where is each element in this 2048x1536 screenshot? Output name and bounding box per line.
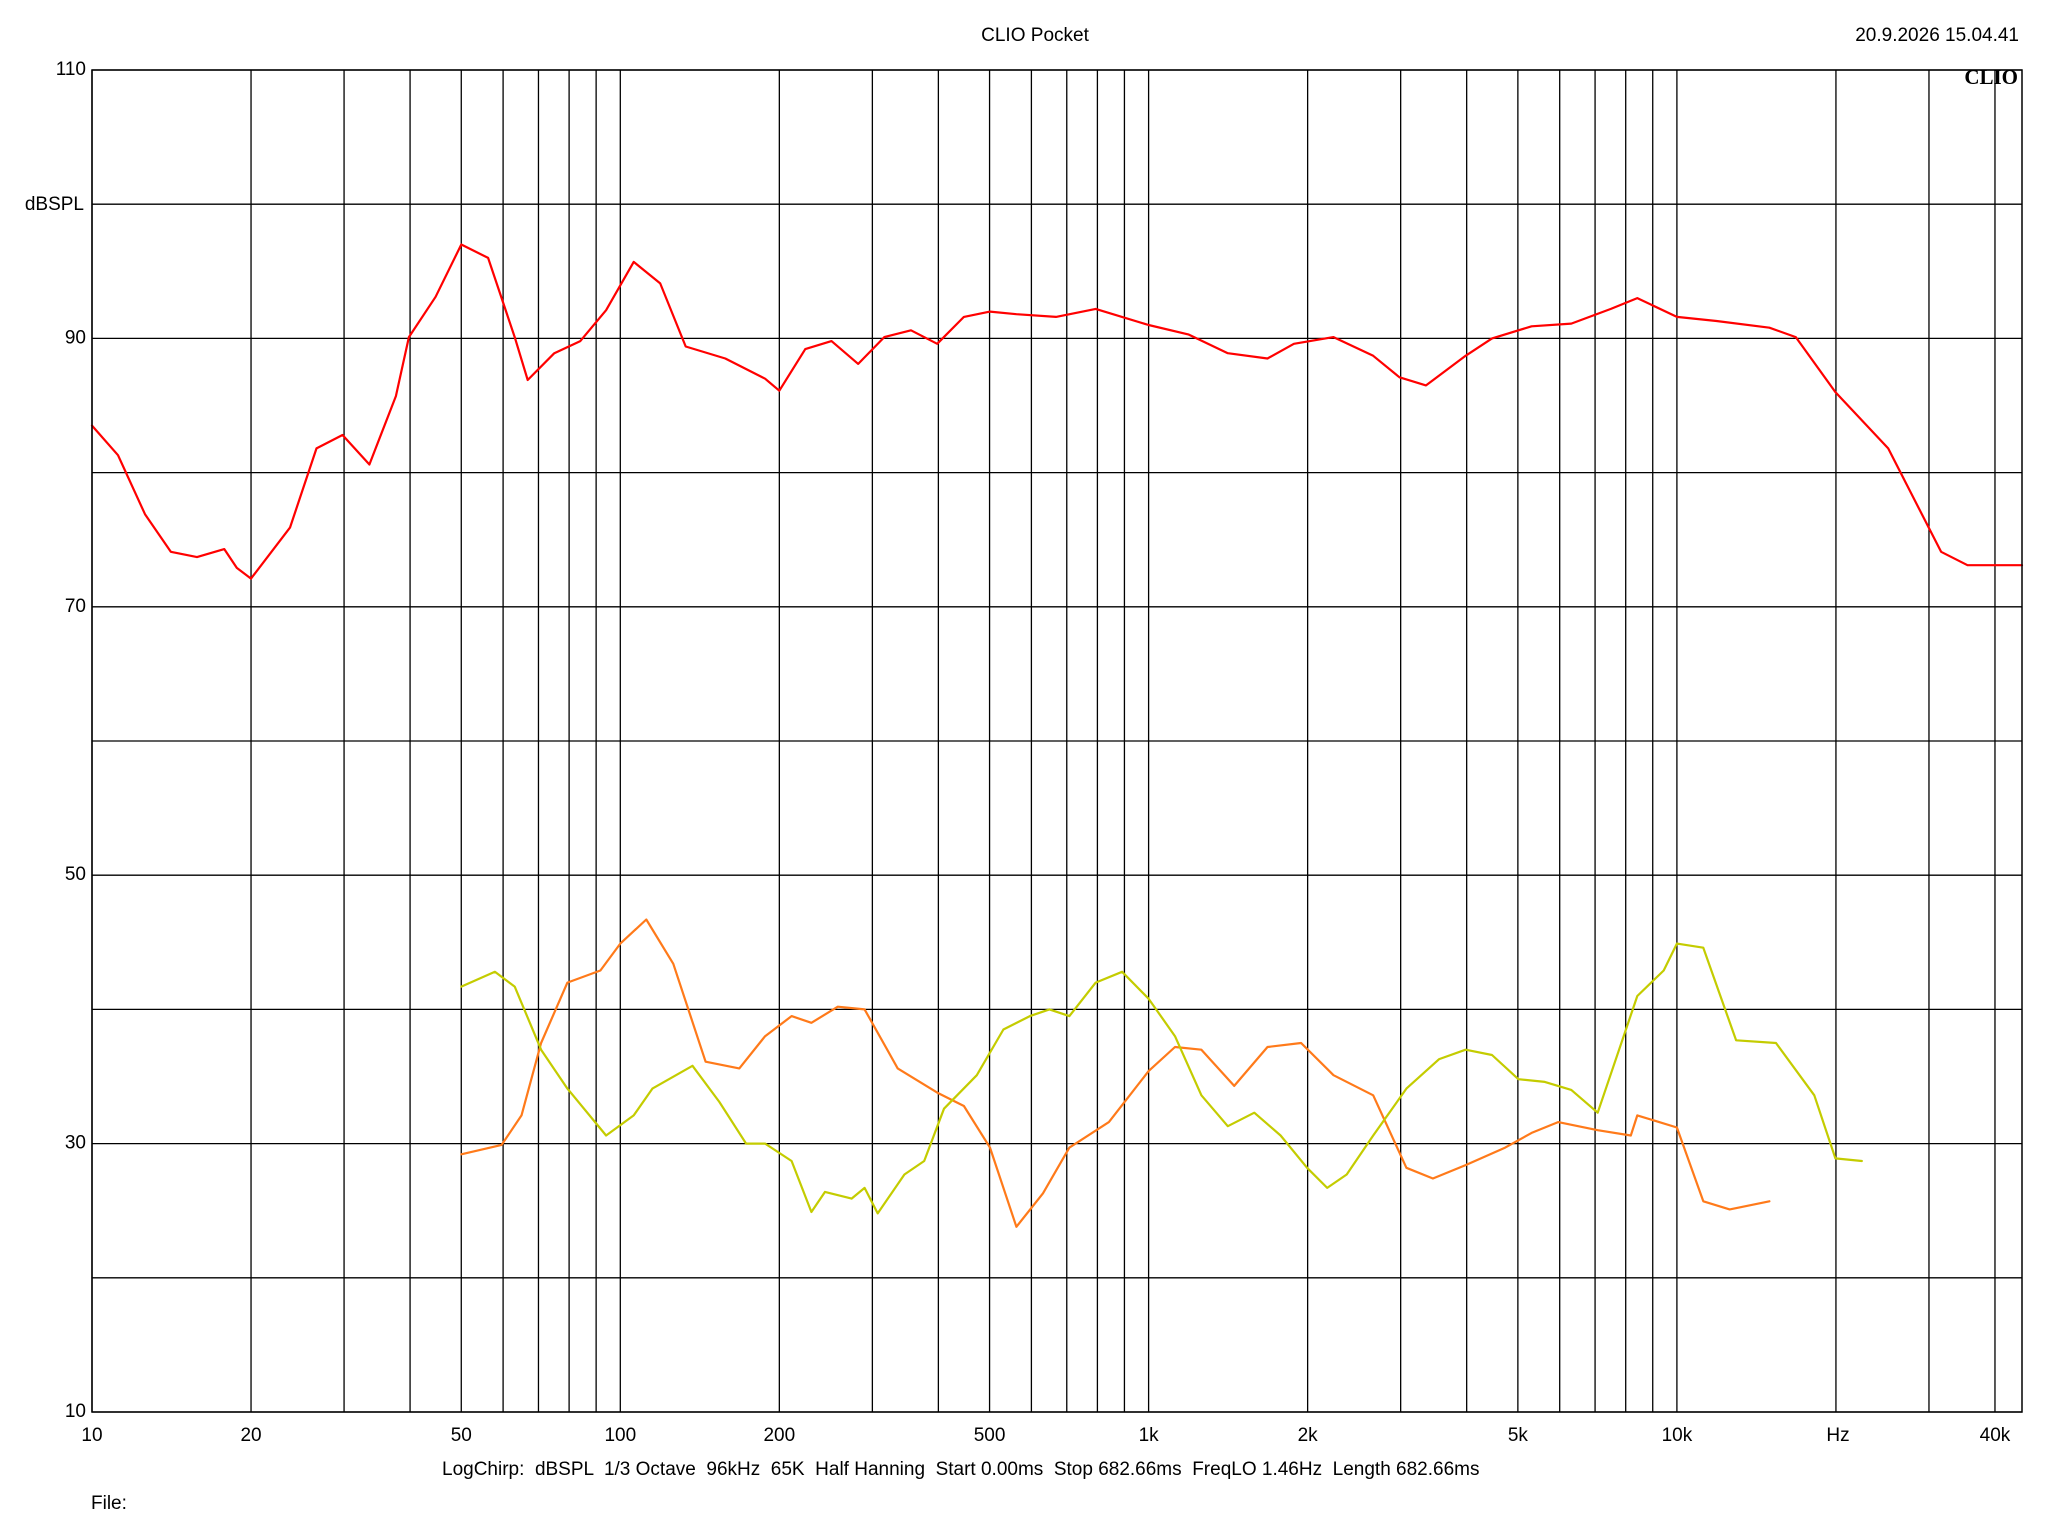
measurement-settings: LogChirp: dBSPL 1/3 Octave 96kHz 65K Hal… — [442, 1459, 1479, 1480]
y-tick-label: 50 — [65, 864, 86, 885]
x-tick-label: 20 — [240, 1425, 261, 1446]
x-tick-label: 200 — [763, 1425, 795, 1446]
plot-area — [90, 69, 2024, 1413]
x-tick-label: 100 — [604, 1425, 636, 1446]
y-tick-label: 30 — [65, 1133, 86, 1154]
y-tick-label: 70 — [65, 596, 86, 617]
y-tick-label: 10 — [65, 1401, 86, 1422]
y-tick-label: 90 — [65, 327, 86, 348]
series-line — [90, 243, 2024, 580]
y-axis-label: dBSPL — [25, 194, 84, 215]
logo: CLIO — [1964, 65, 2018, 89]
x-tick-label: 2k — [1298, 1425, 1319, 1446]
series-line — [460, 918, 1771, 1228]
series-line — [460, 942, 1863, 1215]
file-label: File: — [91, 1493, 127, 1514]
timestamp: 20.9.2026 15.04.41 — [1855, 25, 2019, 46]
y-tick-label: 110 — [56, 59, 86, 80]
chart-title: CLIO Pocket — [981, 25, 1089, 46]
plot-frame — [91, 69, 2023, 1413]
x-tick-label: 5k — [1508, 1425, 1529, 1446]
x-tick-label: 50 — [451, 1425, 472, 1446]
x-tick-label: 10k — [1662, 1425, 1693, 1446]
x-tick-label: 1k — [1139, 1425, 1160, 1446]
x-tick-label: 500 — [974, 1425, 1006, 1446]
x-axis-label: Hz — [1826, 1425, 1849, 1446]
x-tick-label: 10 — [81, 1425, 102, 1446]
x-tick-label: 40k — [1980, 1425, 2011, 1446]
